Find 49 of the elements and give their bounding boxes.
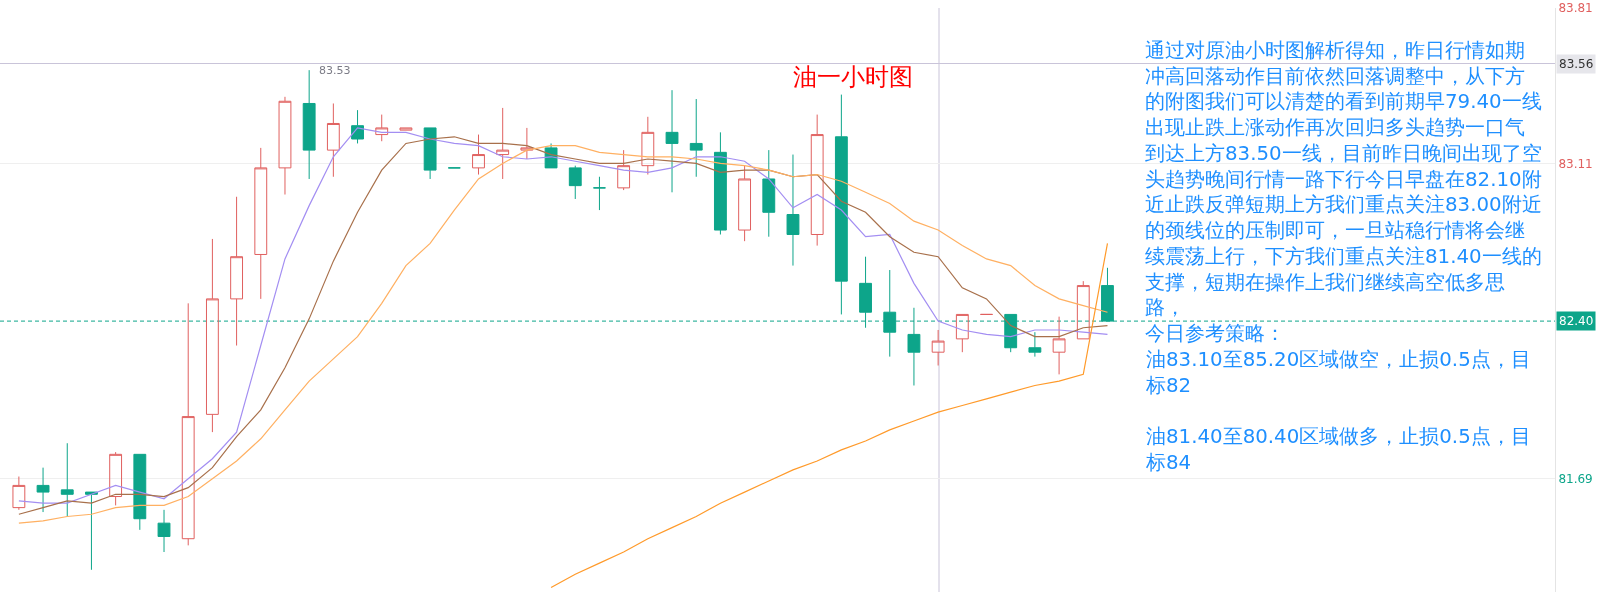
text: 今日参考策略：	[1145, 322, 1285, 345]
y-tick-label: 83.81	[1558, 1, 1593, 16]
candlestick	[254, 147, 268, 300]
candlestick	[665, 89, 679, 193]
candlestick	[181, 302, 195, 546]
line-series	[550, 242, 1109, 589]
candlestick	[230, 196, 244, 347]
candlestick	[689, 98, 703, 178]
text: 油81.40至80.40区域做多，止损0.5点，目标84	[1145, 425, 1531, 474]
candlestick	[60, 442, 74, 517]
candlestick	[641, 116, 655, 176]
candlestick	[423, 127, 437, 180]
candlestick	[834, 94, 848, 315]
candlestick	[1028, 331, 1042, 358]
candlestick	[157, 509, 171, 553]
text: 通过对原油小时图解析得知，昨日行情如期冲高回落动作目前依然回落调整中，从下方的附图我们可以清楚的看到前期早79.40一线出现止跌上涨动作再次回归多头趋势一口气到达上方83.50一线，目前昨日晚间出现了空头趋势晚间行情一路下行今日早盘在82.10附近止跌反弹短期上方我们重点关注83.00附近的颈线位的压制即可，一旦站稳行情将会继续震荡上行，下方我们重点关注81.40一线的支撑，短期在操作上我们继续高空低多思路，	[1145, 39, 1542, 320]
candlestick	[326, 102, 340, 178]
candlestick	[738, 165, 752, 242]
candlestick	[617, 149, 631, 191]
candlestick	[520, 127, 534, 160]
candlestick	[568, 165, 582, 200]
ref-line-label: 83.56	[1559, 57, 1594, 71]
candlestick	[1052, 316, 1066, 375]
candlestick	[205, 238, 219, 433]
candlestick	[713, 131, 727, 235]
y-tick-label: 81.69	[1558, 471, 1593, 486]
candlestick	[109, 451, 123, 506]
y-tick-label: 83.11	[1558, 156, 1593, 171]
candlestick	[12, 476, 26, 511]
candlestick	[36, 467, 50, 513]
candlestick	[955, 313, 969, 353]
annotation: 83.53	[319, 64, 351, 77]
candlestick	[133, 453, 147, 531]
candlestick	[593, 176, 606, 211]
candlestick	[762, 149, 776, 238]
candlestick	[302, 69, 316, 180]
ref-line-label: 82.40	[1559, 314, 1594, 328]
candlestick	[375, 114, 389, 142]
text: 油一小时图	[793, 63, 914, 92]
candlestick	[278, 96, 292, 196]
text: 油83.10至85.20区域做空，止损0.5点，目标82	[1145, 348, 1531, 397]
candlestick	[496, 107, 510, 180]
candlestick	[810, 114, 824, 247]
candlestick	[1076, 280, 1090, 340]
candlestick	[472, 134, 485, 176]
candlestick	[399, 127, 413, 131]
candlestick	[786, 154, 800, 267]
candlestick	[85, 491, 98, 571]
candlestick	[931, 329, 945, 367]
